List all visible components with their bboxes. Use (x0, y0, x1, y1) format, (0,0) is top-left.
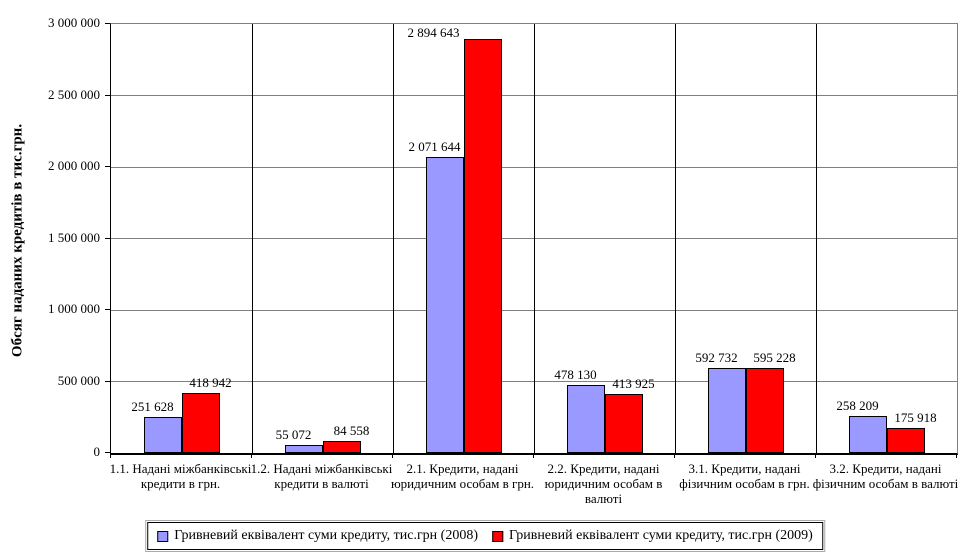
plot-area: 251 628 55 072 2 071 644 478 130 592 732 258 … (110, 23, 958, 455)
category-label: 1.2. Надані міжбанківські кредити в валю… (250, 461, 393, 491)
bar-series-1 (143, 417, 182, 453)
y-tick-mark (105, 380, 110, 382)
bar-series-2 (463, 39, 502, 453)
x-tick-mark (109, 453, 111, 458)
y-tick-mark (105, 452, 110, 453)
category-label: 2.2. Кредити, надані юридичним особам в … (544, 461, 663, 506)
bar-series-1 (566, 384, 605, 453)
y-tick-label: 500 000 (57, 372, 100, 388)
bar-value-label: 175 918 (894, 409, 937, 425)
category-separator (815, 24, 817, 453)
y-tick-label: 3 000 000 (48, 15, 100, 30)
legend-label: Гривневий еквівалент суми кредиту, тис.г… (509, 528, 813, 543)
category-label: 3.2. Кредити, надані фізичним особам в в… (812, 461, 959, 491)
bar-series-1 (848, 416, 887, 453)
category-separator (251, 24, 253, 453)
x-tick-mark (955, 453, 957, 458)
legend-entry: Гривневий еквівалент суми кредиту, тис.г… (157, 528, 478, 544)
x-tick-mark (250, 453, 252, 458)
bar-value-label: 55 072 (275, 427, 312, 443)
bar-series-1 (707, 368, 746, 453)
y-tick-label: 0 (93, 444, 101, 459)
y-tick-mark (105, 166, 110, 167)
y-tick-label: 1 500 000 (48, 229, 100, 245)
legend-swatch-series-1 (157, 530, 169, 542)
bar-value-label: 84 558 (333, 422, 370, 438)
category-separator (392, 24, 394, 453)
bar-value-label: 592 732 (695, 350, 738, 366)
bar-series-2 (322, 440, 361, 453)
x-tick-mark (814, 453, 816, 458)
bar-value-label: 2 071 644 (408, 138, 461, 154)
y-tick-mark (105, 309, 110, 310)
category-separator (674, 24, 676, 453)
bar-series-1 (284, 445, 323, 453)
y-tick-mark (105, 23, 110, 24)
bar-value-label: 418 942 (189, 375, 232, 391)
y-tick-label: 2 000 000 (48, 158, 100, 173)
y-tick-mark (105, 237, 110, 239)
y-tick-label: 1 000 000 (48, 301, 100, 316)
y-tick-mark (105, 94, 110, 96)
category-separator (533, 24, 535, 453)
x-tick-mark (391, 453, 393, 458)
bar-series-1 (425, 156, 464, 453)
bar-value-label: 2 894 643 (407, 25, 460, 41)
bar-value-label: 595 228 (753, 349, 796, 365)
bar-series-2 (886, 427, 925, 453)
legend-label: Гривневий еквівалент суми кредиту, тис.г… (174, 528, 478, 543)
category-label: 3.1. Кредити, надані фізичним особам в г… (679, 461, 810, 491)
bar-value-label: 251 628 (131, 399, 174, 415)
category-label: 1.1. Надані міжбанківські кредити в грн. (109, 461, 252, 491)
legend-swatch-series-2 (492, 530, 503, 542)
y-tick-label: 2 500 000 (48, 86, 100, 102)
bar-series-2 (181, 393, 220, 453)
legend-entry: Гривневий еквівалент суми кредиту, тис.г… (492, 528, 813, 544)
bar-series-2 (604, 393, 643, 453)
bar-series-2 (745, 367, 784, 453)
bar-value-label: 478 130 (554, 366, 597, 382)
bar-value-label: 413 925 (612, 375, 655, 391)
x-tick-mark (673, 453, 675, 458)
bar-value-label: 258 209 (836, 398, 879, 414)
category-label: 2.1. Кредити, надані юридичним особам в … (390, 461, 535, 491)
legend: Гривневий еквівалент суми кредиту, тис.г… (145, 520, 825, 552)
x-tick-mark (532, 453, 534, 458)
